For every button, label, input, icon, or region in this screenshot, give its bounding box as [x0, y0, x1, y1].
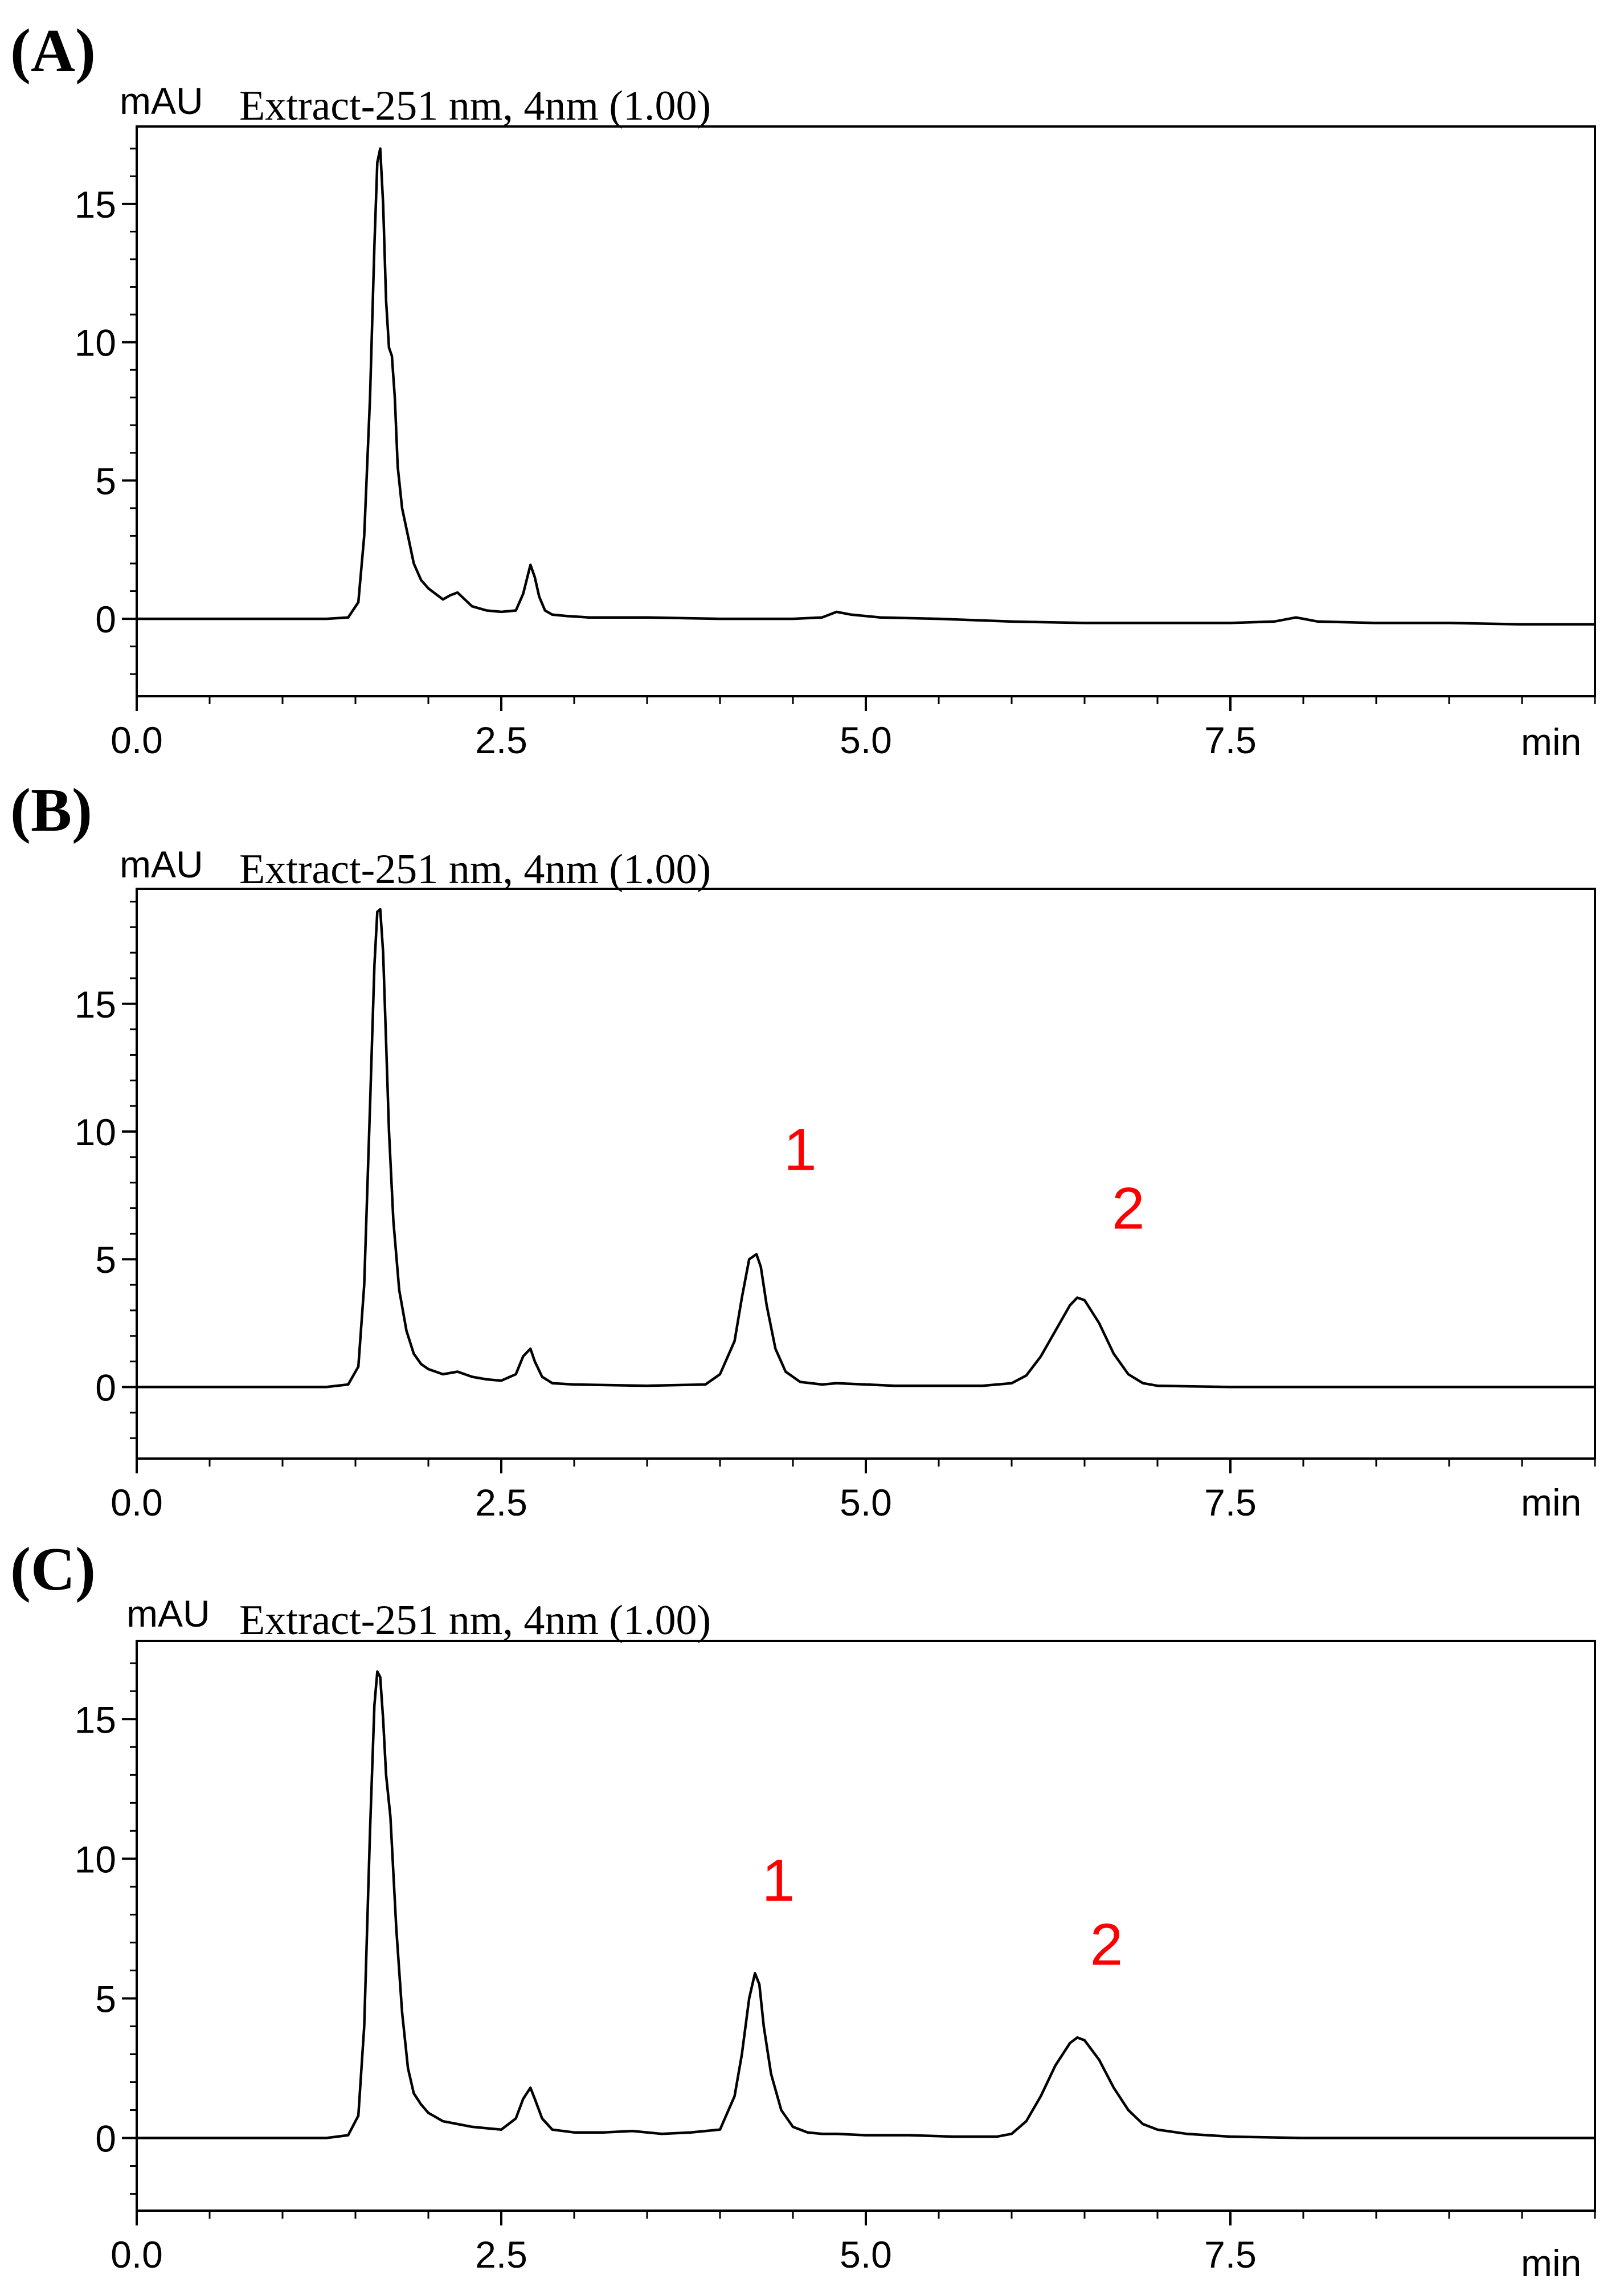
x-tick-label: 7.5 — [1204, 2233, 1257, 2276]
panel-a: (A) mAU Extract-251 nm, 4nm (1.00) 0.0 2.… — [10, 17, 1596, 763]
channel-label: Extract-251 nm, 4nm (1.00) — [239, 83, 711, 129]
x-tick-label: 2.5 — [475, 719, 527, 761]
x-tick-label: 5.0 — [840, 719, 892, 761]
y-axis-unit-label: mAU — [120, 843, 203, 885]
panel-label: (A) — [10, 17, 96, 85]
x-tick-label: 7.5 — [1204, 719, 1257, 761]
x-tick-label: 2.5 — [475, 1481, 527, 1524]
y-tick-label: 15 — [75, 983, 116, 1026]
x-tick-label: 0.0 — [111, 2233, 163, 2276]
y-tick-label: 5 — [95, 1978, 116, 2020]
channel-label: Extract-251 nm, 4nm (1.00) — [239, 1597, 711, 1644]
y-tick-label: 5 — [95, 460, 116, 502]
peak-label: 2 — [1112, 1175, 1145, 1241]
channel-label: Extract-251 nm, 4nm (1.00) — [239, 846, 711, 893]
x-tick-label: 5.0 — [840, 2233, 892, 2276]
plot-area: 0.0 2.5 5.0 7.5 0 5 10 15 — [75, 125, 1596, 761]
chromatogram-trace — [137, 147, 1595, 626]
y-axis-unit-label: mAU — [126, 1592, 210, 1635]
y-tick-label: 10 — [75, 1838, 116, 1880]
y-tick-label: 0 — [95, 598, 116, 640]
y-tick-label: 10 — [75, 1111, 116, 1153]
x-axis-unit-label: min — [1521, 1481, 1581, 1524]
x-tick-label: 5.0 — [840, 1481, 892, 1524]
chromatogram-trace — [137, 1670, 1595, 2139]
panel-c: (C) mAU Extract-251 nm, 4nm (1.00) 0.0 2.… — [10, 1535, 1596, 2283]
y-tick-label: 0 — [95, 2118, 116, 2160]
chromatogram-trace — [137, 908, 1595, 1388]
x-axis-unit-label: min — [1521, 2242, 1581, 2283]
y-tick-label: 15 — [75, 183, 116, 226]
y-tick-label: 0 — [95, 1366, 116, 1408]
peak-label: 1 — [762, 1848, 795, 1914]
peak-label: 1 — [784, 1117, 817, 1183]
x-tick-label: 7.5 — [1204, 1481, 1257, 1524]
panel-label: (B) — [10, 777, 92, 844]
panel-b: (B) mAU Extract-251 nm, 4nm (1.00) 0.0 2.… — [10, 777, 1596, 1524]
x-tick-label: 2.5 — [475, 2233, 527, 2276]
x-axis-unit-label: min — [1521, 721, 1581, 763]
peak-label: 2 — [1090, 1912, 1123, 1978]
panel-label: (C) — [10, 1535, 96, 1603]
plot-area: 0.0 2.5 5.0 7.5 0 5 10 15 1 2 — [75, 1640, 1596, 2276]
x-tick-label: 0.0 — [111, 719, 163, 761]
y-tick-label: 5 — [95, 1239, 116, 1281]
y-axis-unit-label: mAU — [120, 80, 203, 122]
y-tick-label: 15 — [75, 1698, 116, 1741]
plot-area: 0.0 2.5 5.0 7.5 0 5 10 15 1 2 — [75, 888, 1596, 1524]
x-tick-label: 0.0 — [111, 1481, 163, 1524]
y-tick-label: 10 — [75, 322, 116, 364]
